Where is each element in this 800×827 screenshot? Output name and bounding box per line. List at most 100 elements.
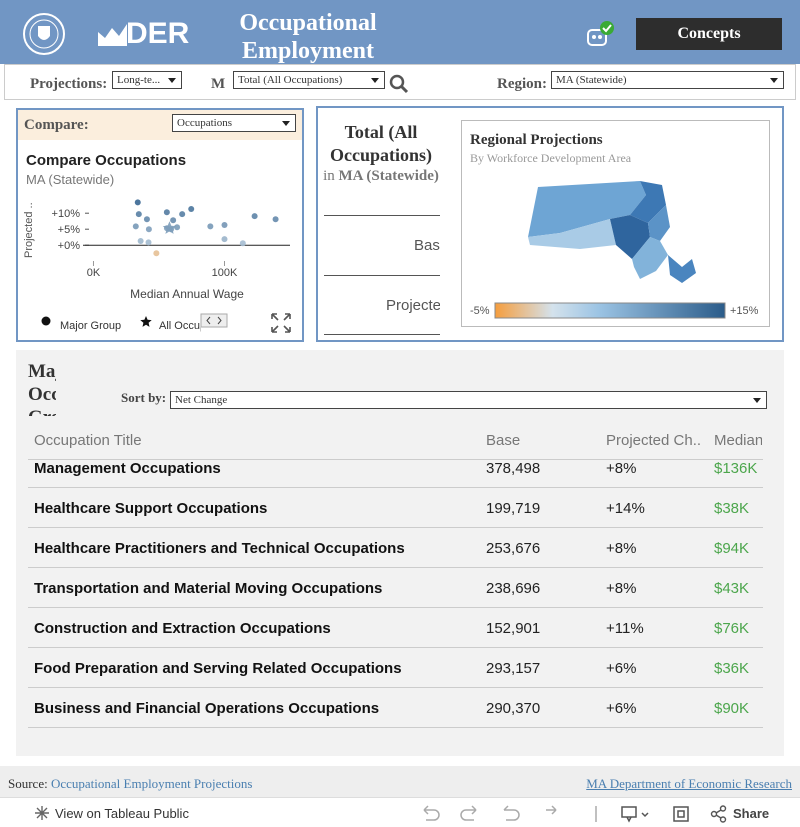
filter-label: Projections: xyxy=(30,76,108,92)
ma-map xyxy=(528,181,696,283)
dropdown[interactable]: Net Change xyxy=(170,391,767,409)
chart-title: Compare Occupations xyxy=(26,152,186,169)
table-row: Business and Financial Operations Occupa… xyxy=(28,688,763,728)
table-cell: +8% xyxy=(606,580,637,597)
table-cell: $94K xyxy=(714,540,750,557)
table-cell: Business and Financial Operations Occupa… xyxy=(34,700,380,717)
expand-icon[interactable] xyxy=(271,313,291,333)
table-cell: $38K xyxy=(714,500,750,517)
concepts-button[interactable]: Concepts xyxy=(636,18,782,50)
summary-row-text: Projected xyxy=(386,297,440,314)
table-cell: $43K xyxy=(714,580,750,597)
table-cell: 378,498 xyxy=(486,460,541,477)
scatter-point xyxy=(145,226,152,233)
y-tick-label: +5% xyxy=(58,224,81,236)
table-cell: 293,157 xyxy=(486,660,541,677)
table-row: Healthcare Support Occupations 199,719 +14… xyxy=(28,488,763,528)
summary-row: Base xyxy=(324,237,440,258)
dropdown[interactable]: MA (Statewide) xyxy=(551,71,784,89)
scatter-point xyxy=(272,216,279,223)
scatter-point xyxy=(221,236,228,243)
scatter-point xyxy=(137,238,144,245)
table-row: Management Occupations 378,498 +8% $136K xyxy=(28,448,763,488)
y-tick-label: +0% xyxy=(58,240,81,252)
summary-region-name: MA (Statewide) xyxy=(338,168,439,184)
legend-marker xyxy=(140,316,152,327)
column-header: Projected Ch.. xyxy=(606,432,702,449)
bot-icon[interactable] xyxy=(586,20,618,48)
view-link[interactable]: View on Tableau Public xyxy=(55,806,189,821)
scatter-point xyxy=(207,223,214,230)
legend-scroll[interactable] xyxy=(200,313,228,328)
dashboard-title: Occupational Employment xyxy=(239,10,377,64)
scatter-chart: Compare Occupations MA (Statewide) Project… xyxy=(23,152,291,333)
table-cell: Transportation and Material Moving Occup… xyxy=(34,580,383,597)
table-cell: Construction and Extraction Occupations xyxy=(34,620,331,637)
compare-label: Compare: xyxy=(24,117,89,133)
footer xyxy=(0,766,800,797)
table-section xyxy=(16,350,784,756)
scatter-point xyxy=(188,206,195,213)
source-label: Source: xyxy=(8,776,48,791)
summary-in: in xyxy=(323,168,335,184)
table-cell: +6% xyxy=(606,700,637,717)
scatter-point xyxy=(132,223,139,230)
table-cell: $36K xyxy=(714,660,750,677)
logo-icon xyxy=(98,24,127,46)
share-button[interactable]: Share xyxy=(733,806,770,821)
table-cell: Healthcare Support Occupations xyxy=(34,500,268,517)
summary-region: in MA (Statewide) xyxy=(322,167,440,186)
table-cell: +14% xyxy=(606,500,645,517)
table-cell: +8% xyxy=(606,540,637,557)
legend-marker xyxy=(41,316,51,326)
sort-label: Sort by: xyxy=(121,390,167,405)
x-tick-label: 100K xyxy=(212,267,238,279)
map-title: Regional Projections xyxy=(470,132,603,148)
summary-occupation: Total (All Occupations) xyxy=(329,122,432,165)
logo-text: DER xyxy=(126,17,190,50)
y-tick-label: +10% xyxy=(52,208,81,220)
share-icon[interactable] xyxy=(710,805,728,823)
table-cell: 199,719 xyxy=(486,500,541,517)
x-axis-label: Median Annual Wage xyxy=(130,287,244,301)
scatter-point xyxy=(163,209,170,216)
source-link[interactable]: Occupational Employment Projections xyxy=(50,776,253,791)
scatter-point xyxy=(145,239,152,246)
header: DER Occupational Employment Concepts xyxy=(0,0,800,64)
footer-source: Source: Occupational Employment Projecti… xyxy=(8,776,252,792)
legend-label: Major Group xyxy=(60,320,121,332)
legend-min: -5% xyxy=(470,305,490,317)
tableau-icon xyxy=(35,806,49,820)
dropdown[interactable]: Total (All Occupations) xyxy=(233,71,385,89)
table-cell: $90K xyxy=(714,700,750,717)
chart-subtitle: MA (Statewide) xyxy=(26,172,114,187)
table-cell: Food Preparation and Serving Related Occ… xyxy=(34,660,402,677)
scatter-point xyxy=(134,199,141,206)
agency-link[interactable]: MA Department of Economic Research xyxy=(586,776,792,791)
seal xyxy=(23,13,65,55)
scatter-point xyxy=(143,216,150,223)
table-cell: 253,676 xyxy=(486,540,541,557)
x-tick-label: 0K xyxy=(87,267,101,279)
scatter-point xyxy=(174,224,181,231)
table-cell: Healthcare Practitioners and Technical O… xyxy=(34,540,405,557)
map-subtitle: By Workforce Development Area xyxy=(470,151,632,165)
scatter-point xyxy=(170,217,177,224)
scatter-point xyxy=(179,211,186,218)
divider xyxy=(324,215,440,216)
dropdown[interactable]: Occupations xyxy=(172,114,296,132)
table-cell: 152,901 xyxy=(486,620,541,637)
search-icon[interactable] xyxy=(389,74,409,94)
filter-label: Region: xyxy=(497,76,547,92)
divider xyxy=(324,275,440,276)
section-title: Major Occupation Groups xyxy=(28,361,56,416)
dropdown[interactable]: Long-te... xyxy=(112,71,182,89)
toolbar-icons[interactable] xyxy=(420,804,700,824)
table-header: Occupation Title Base Projected Ch.. Median xyxy=(28,420,763,460)
table-row: Food Preparation and Serving Related Occ… xyxy=(28,648,763,688)
table-cell: +6% xyxy=(606,660,637,677)
toolbar xyxy=(0,797,800,827)
legend-arrows xyxy=(206,316,222,325)
legend-gradient xyxy=(494,302,726,319)
